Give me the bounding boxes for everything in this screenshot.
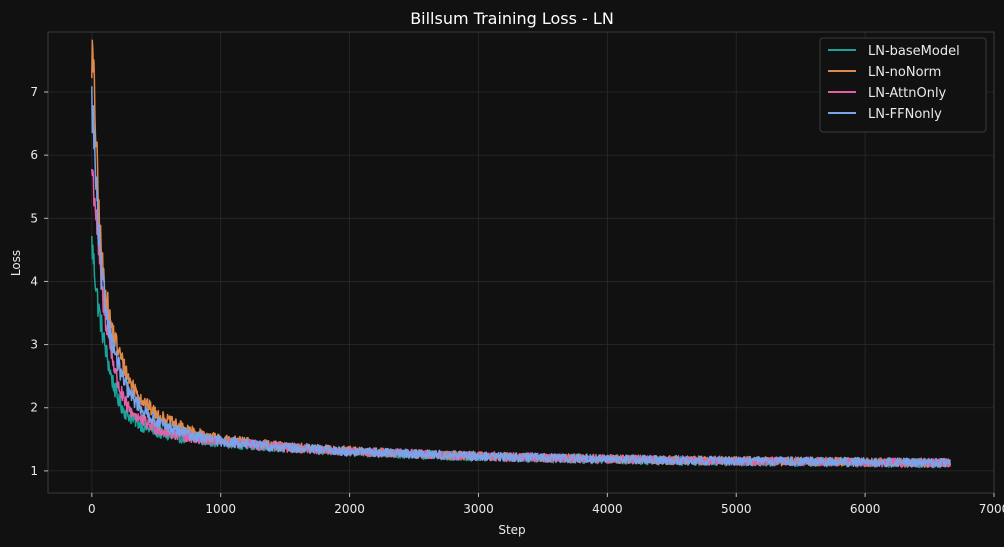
- plot-frame: [47, 31, 995, 494]
- y-tick-label: 3: [30, 338, 38, 352]
- legend-entry: LN-baseModel: [868, 44, 960, 59]
- y-tick-label: 5: [30, 211, 38, 225]
- x-tick-label: 1000: [205, 502, 236, 516]
- y-tick-label: 7: [30, 85, 38, 99]
- y-tick-label: 1: [30, 464, 38, 478]
- series-line-ln-ffnonly: [91, 86, 951, 468]
- y-tick-label: 2: [30, 401, 38, 415]
- y-tick-label: 6: [30, 148, 38, 162]
- x-tick-label: 4000: [592, 502, 623, 516]
- x-tick-label: 6000: [850, 502, 881, 516]
- legend-entry: LN-noNorm: [868, 65, 941, 80]
- legend: LN-baseModel LN-noNorm LN-AttnOnly LN-FFNon…: [819, 37, 987, 133]
- x-tick-label: 3000: [463, 502, 494, 516]
- y-tick-label: 4: [30, 274, 38, 288]
- x-tick-label: 7000: [979, 502, 1004, 516]
- series-lines: [91, 39, 951, 469]
- chart-title: Billsum Training Loss - LN: [410, 9, 614, 28]
- x-tick-label: 5000: [721, 502, 752, 516]
- x-axis-label: Step: [498, 523, 525, 537]
- x-tick-label: 0: [88, 502, 96, 516]
- legend-box: [819, 37, 987, 133]
- legend-entry: LN-FFNonly: [868, 107, 942, 122]
- y-axis-label: Loss: [9, 250, 23, 276]
- legend-entry: LN-AttnOnly: [868, 86, 947, 101]
- x-tick-label: 2000: [334, 502, 365, 516]
- axis-ticks: 0 1000 2000 3000 4000 5000 6000 7000 1 2 3 4 5 6 7: [30, 85, 1004, 516]
